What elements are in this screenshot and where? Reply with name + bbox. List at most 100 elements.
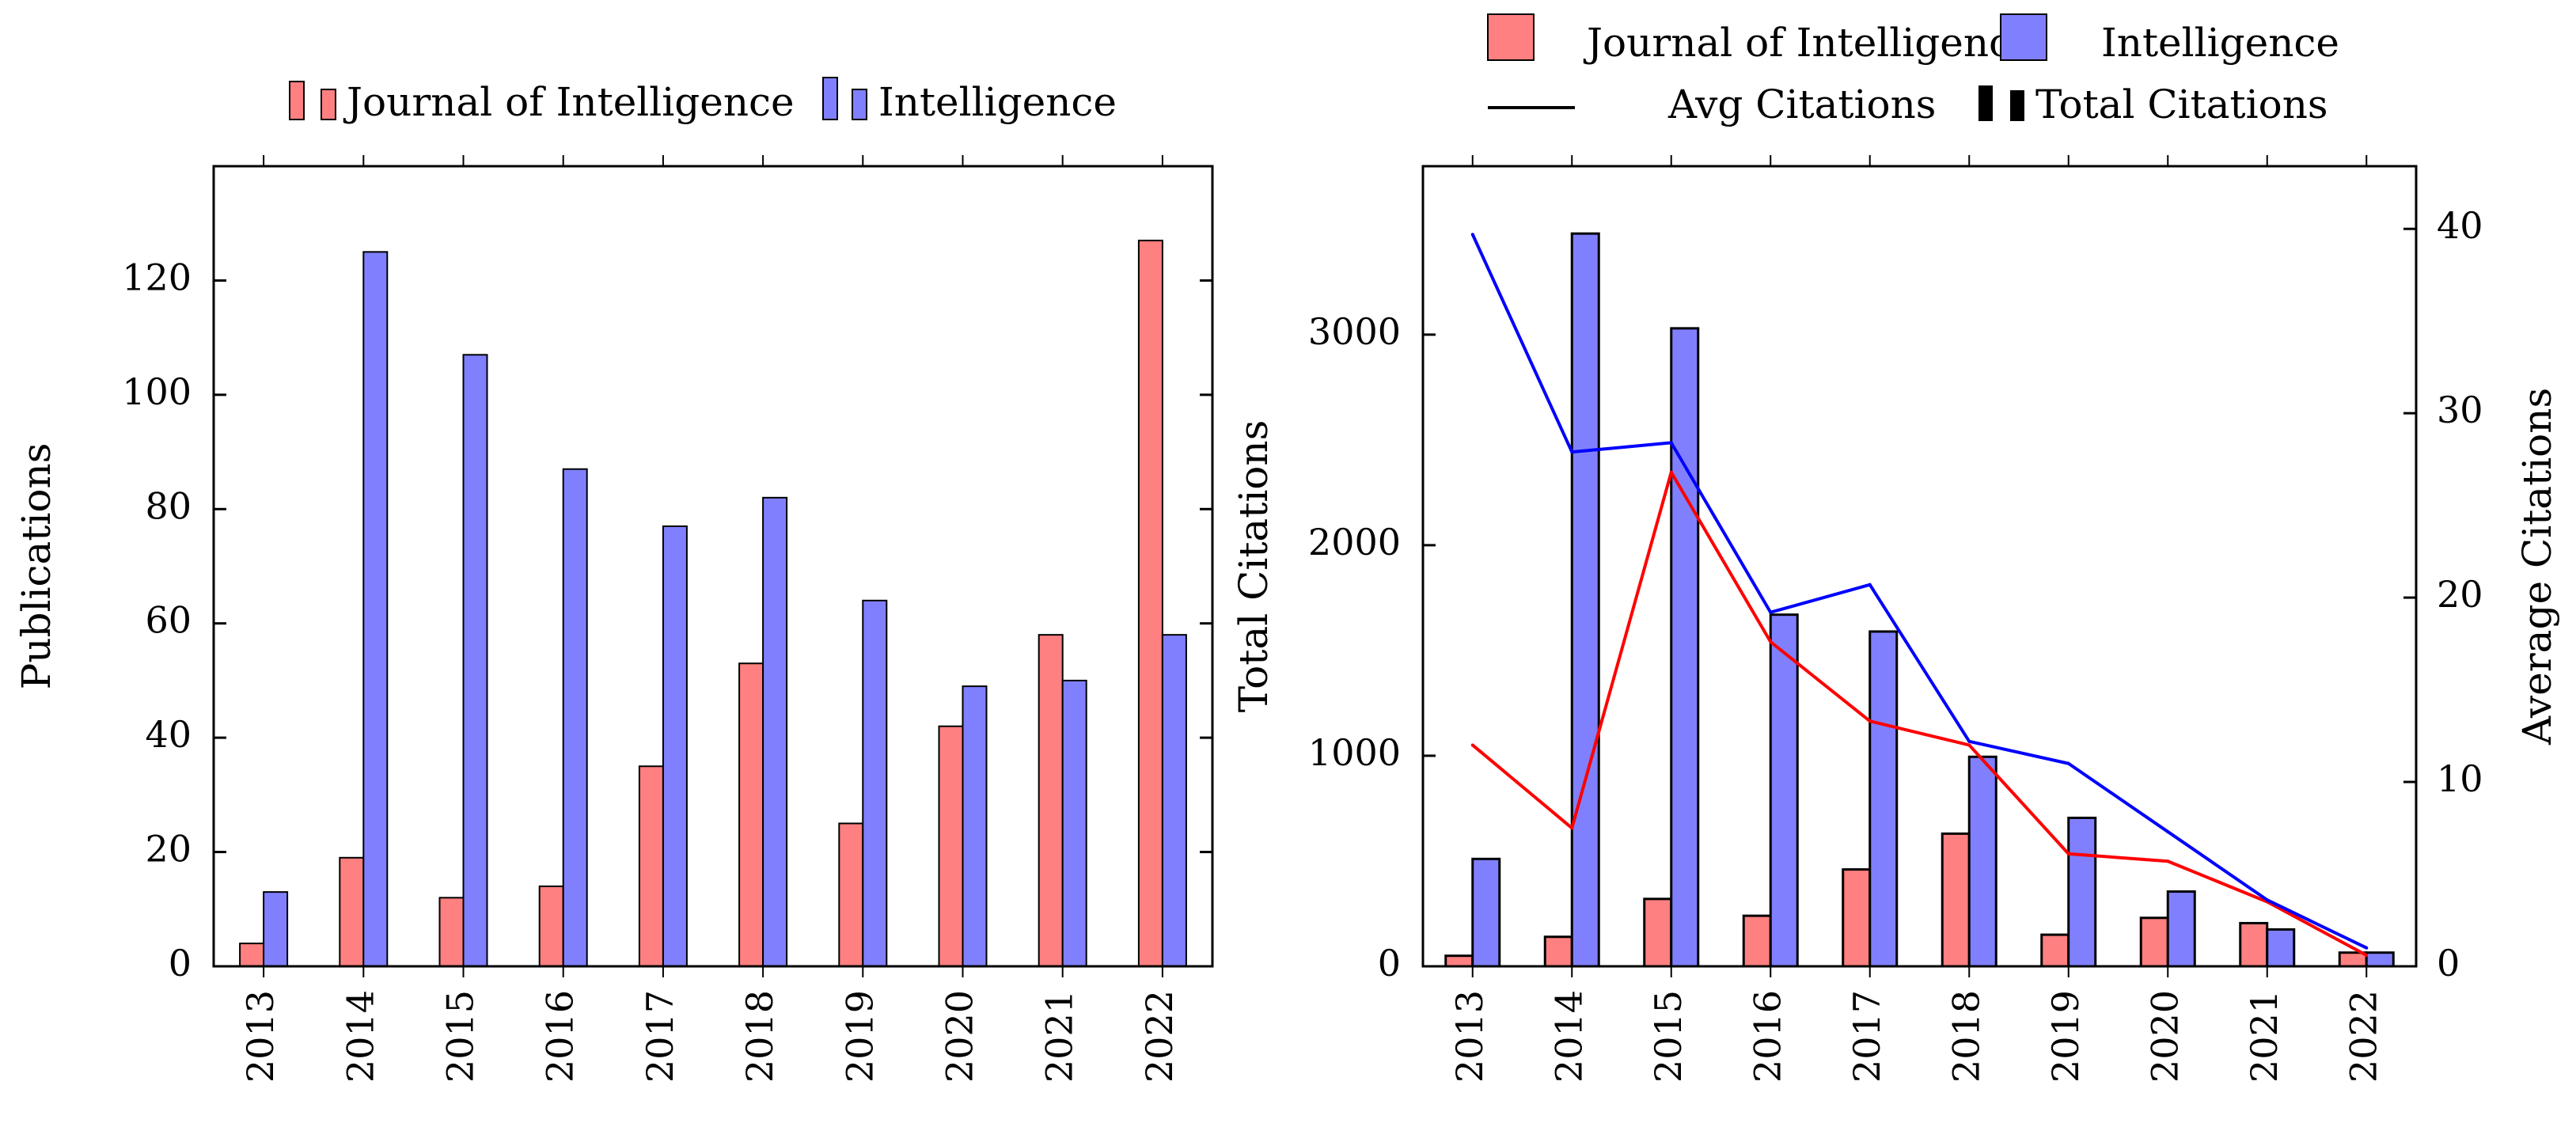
y-tick-label: 100 — [122, 370, 192, 413]
bar-journal — [638, 765, 664, 967]
bar-journal — [2239, 921, 2269, 968]
bar-journal — [1137, 239, 1163, 967]
legend-label-avg: Avg Citations — [1667, 82, 1936, 127]
line-point-journal — [2365, 954, 2369, 958]
x-tick-label: 2022 — [2342, 990, 2384, 1083]
x-tick-label: 2015 — [439, 990, 482, 1083]
legend-label-intelligence: Intelligence — [878, 79, 1117, 125]
legend-swatch-journal — [289, 81, 305, 120]
bar-intelligence — [2266, 928, 2296, 968]
line-point-journal — [1669, 470, 1673, 474]
bar-intelligence — [362, 251, 389, 968]
bar-intelligence — [2166, 890, 2196, 968]
y-tick-label: 0 — [1378, 942, 1401, 985]
line-point-intelligence — [2265, 898, 2269, 902]
x-tick-label: 2022 — [1138, 990, 1181, 1083]
legend-swatch-journal — [321, 89, 336, 120]
bar-journal — [738, 662, 764, 967]
bar-intelligence — [1868, 630, 1899, 968]
x-tick-label: 2020 — [2143, 990, 2186, 1083]
y-tick-label: 20 — [145, 828, 192, 871]
x-tick-label: 2018 — [1944, 990, 1987, 1083]
x-tick-label: 2019 — [838, 990, 881, 1083]
bar-journal — [838, 822, 864, 967]
bar-intelligence — [462, 354, 488, 967]
bar-journal — [1842, 868, 1872, 968]
bar-intelligence — [263, 891, 289, 968]
bar-intelligence — [1670, 327, 1700, 968]
y2-tick-label: 40 — [2437, 204, 2483, 247]
legend-swatch-total — [1978, 85, 1993, 121]
line-point-intelligence — [2066, 761, 2070, 765]
legend-swatch-journal — [1487, 13, 1535, 61]
y-tick-label: 2000 — [1308, 521, 1401, 563]
x-tick-label: 2020 — [939, 990, 981, 1083]
bar-journal — [2040, 933, 2070, 968]
bar-intelligence — [1967, 755, 1997, 968]
plot-frame — [212, 165, 1214, 968]
line-point-intelligence — [2166, 829, 2170, 833]
bar-intelligence — [1570, 232, 1600, 968]
line-point-intelligence — [1967, 739, 1971, 743]
y-tick-label: 1000 — [1308, 731, 1401, 774]
line-intelligence-avg — [1470, 233, 2368, 950]
bar-journal — [1444, 954, 1474, 968]
y-tick-label: 0 — [169, 942, 192, 985]
x-tick-label: 2017 — [639, 990, 681, 1083]
legend-swatch-intelligence — [852, 89, 867, 120]
bar-journal — [2139, 916, 2169, 968]
bar-intelligence — [2365, 951, 2395, 968]
line-point-journal — [2166, 859, 2170, 863]
line-point-intelligence — [1769, 610, 1773, 614]
x-tick-label: 2013 — [1448, 990, 1491, 1083]
x-tick-label: 2019 — [2044, 990, 2087, 1083]
bar-intelligence — [1769, 613, 1799, 968]
bar-journal — [1643, 897, 1673, 968]
bar-intelligence — [2067, 816, 2097, 968]
y2-tick-label: 10 — [2437, 757, 2483, 800]
bar-intelligence — [562, 468, 588, 967]
line-point-journal — [2066, 852, 2070, 856]
line-point-intelligence — [1868, 582, 1872, 586]
bar-intelligence — [1471, 857, 1501, 968]
x-tick-label: 2021 — [2243, 990, 2286, 1083]
bar-journal — [938, 725, 964, 967]
x-tick-label: 2013 — [239, 990, 282, 1083]
bar-intelligence — [1061, 679, 1087, 968]
line-journal-avg — [1471, 470, 2368, 957]
bar-journal — [1038, 634, 1064, 968]
line-point-journal — [1470, 743, 1474, 747]
legend-label-journal: Journal of Intelligence — [1583, 20, 2035, 66]
line-point-journal — [1868, 719, 1872, 723]
bar-intelligence — [762, 496, 788, 967]
x-tick-label: 2015 — [1647, 990, 1690, 1083]
x-tick-label: 2018 — [738, 990, 781, 1083]
bar-intelligence — [662, 525, 688, 967]
line-point-journal — [1570, 826, 1574, 830]
bar-intelligence — [1161, 634, 1187, 968]
y-tick-label: 3000 — [1308, 310, 1401, 353]
legend-label-total: Total Citations — [2035, 82, 2328, 127]
y-axis-label: Publications — [13, 443, 59, 690]
bar-journal — [538, 885, 564, 968]
y-tick-label: 60 — [145, 599, 192, 642]
legend-swatch-total — [2010, 90, 2024, 121]
y2-tick-label: 20 — [2437, 573, 2483, 616]
y-tick-label: 80 — [145, 484, 192, 527]
y-tick-label: 40 — [145, 713, 192, 756]
x-tick-label: 2016 — [539, 990, 582, 1083]
line-point-intelligence — [1470, 233, 1474, 237]
line-point-intelligence — [1570, 450, 1574, 454]
x-tick-label: 2021 — [1038, 990, 1081, 1083]
x-tick-label: 2017 — [1846, 990, 1888, 1083]
bar-journal — [1941, 832, 1971, 968]
bar-journal — [339, 856, 365, 967]
y2-axis-label: Average Citations — [2514, 388, 2560, 746]
line-point-journal — [1769, 640, 1773, 644]
y-axis-label: Total Citations — [1231, 420, 1277, 713]
bar-journal — [1742, 914, 1772, 968]
bar-journal — [239, 943, 265, 967]
legend-swatch-intelligence — [2000, 13, 2047, 61]
